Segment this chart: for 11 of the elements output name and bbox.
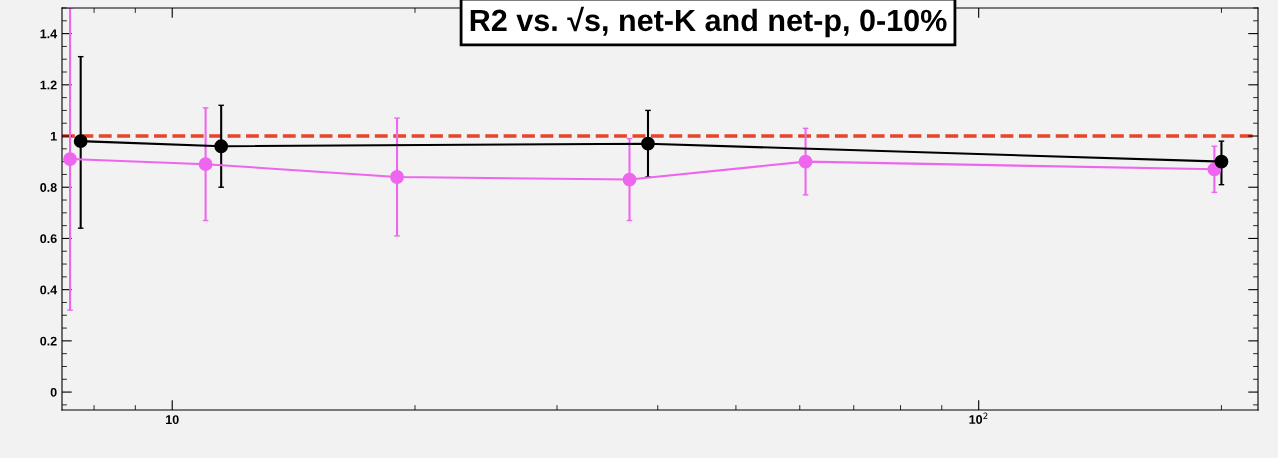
y-tick-label: 0.4: [40, 285, 58, 295]
x-tick-label: 10$^{2}$: [969, 412, 988, 424]
y-tick-label: 0: [50, 387, 57, 397]
chart-title: R2 vs. √s, net-K and net-p, 0-10%: [470, 6, 947, 38]
y-tick-label: 0.6: [40, 234, 57, 244]
y-tick-label: 0.8: [40, 183, 57, 192]
y-tick-label: 1.2: [40, 80, 57, 90]
y-tick-label: 0.2: [40, 336, 57, 346]
y-tick-label: 1: [50, 131, 57, 141]
x-tick-label: 10: [166, 415, 179, 425]
y-tick-label: 1.4: [40, 29, 58, 39]
